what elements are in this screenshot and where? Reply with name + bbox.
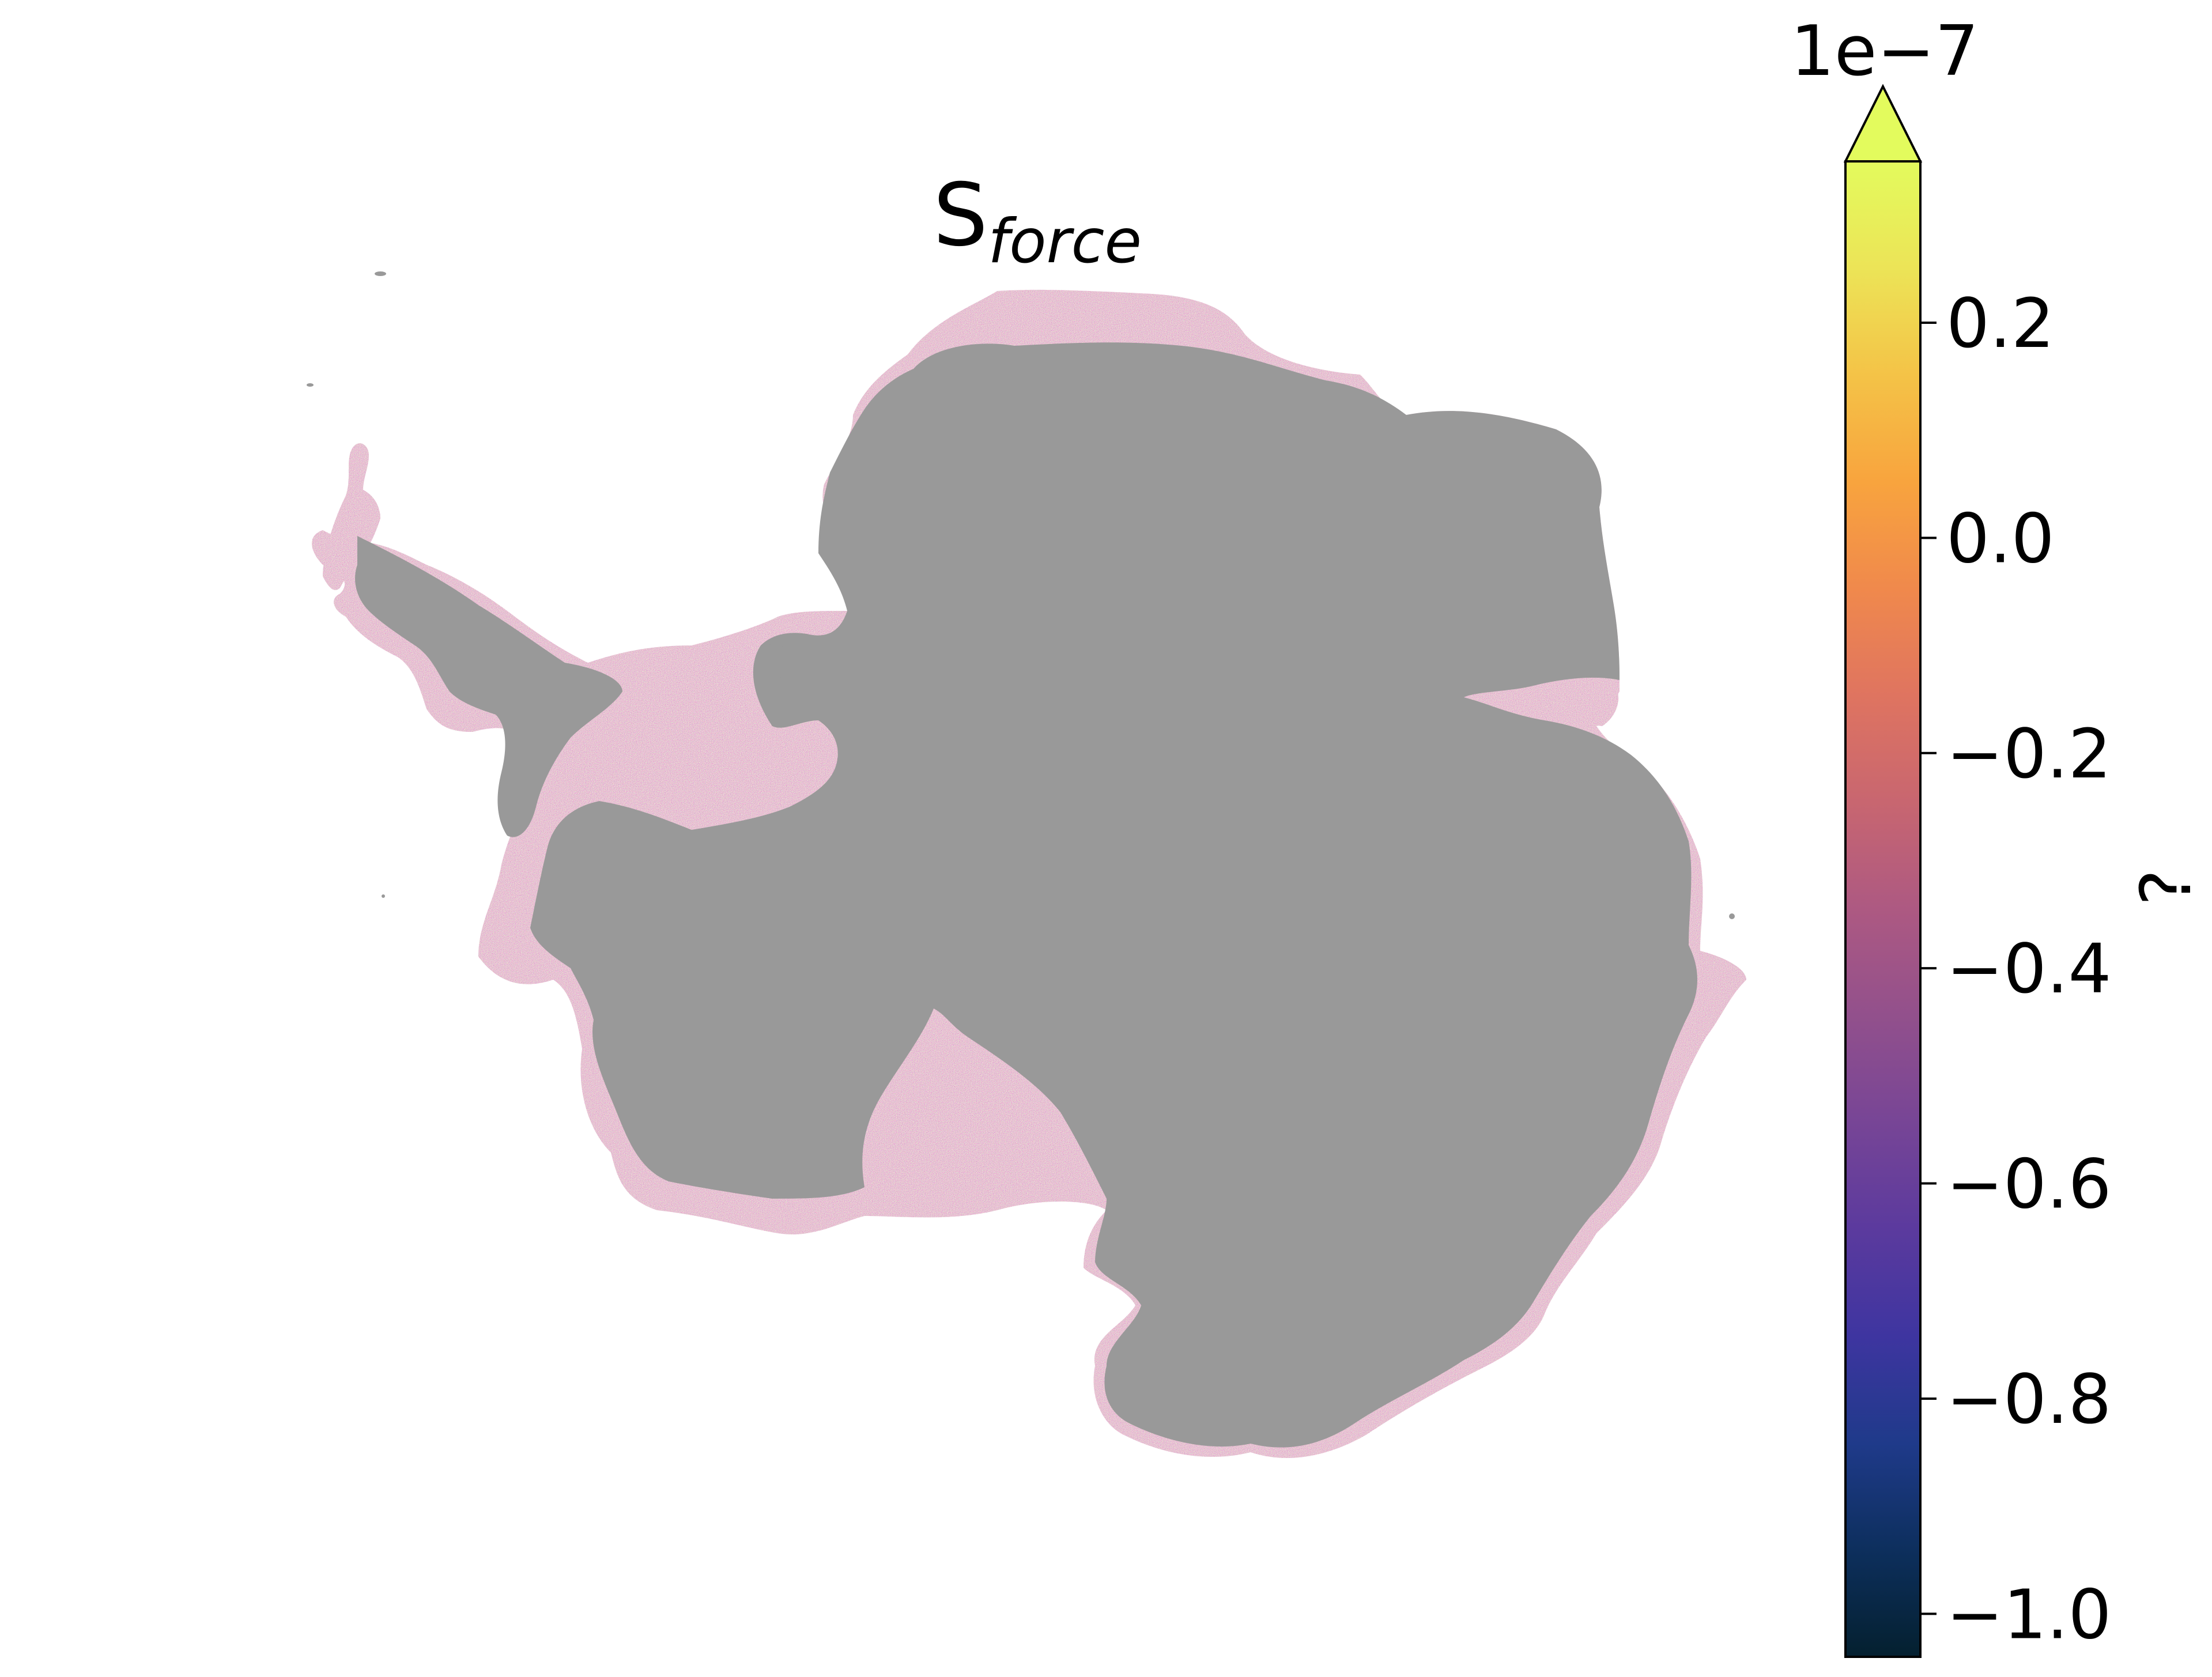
island [382, 894, 385, 898]
title-main: S [933, 165, 988, 266]
antarctica-map [307, 271, 1746, 1458]
colorbar-tick-label: −0.2 [1946, 714, 2112, 794]
title-subscript: force [988, 206, 1142, 277]
colorbar-ticks: −1.0 −0.8 −0.6 −0.4 −0.2 0.0 0.2 [1920, 284, 2112, 1654]
colorbar-tick-label: −0.6 [1946, 1145, 2112, 1224]
chart-title: Sforce [933, 165, 1142, 277]
colorbar-offset-text: 1e−7 [1790, 12, 1979, 92]
island [307, 383, 314, 387]
grounded-ice-mask [307, 271, 1735, 1448]
colorbar-label: ? [2127, 869, 2207, 906]
island [1729, 913, 1735, 919]
peninsula-tip-shelf-region [323, 443, 380, 590]
colorbar-body [1844, 160, 1922, 1658]
colorbar: 1e−7 −1.0 −0.8 −0.6 −0.4 −0.2 0.0 0.2 ? [1790, 12, 2207, 1658]
grounded-ice-sheet [530, 342, 1697, 1448]
colorbar-tick-label: 0.2 [1946, 284, 2055, 363]
ice-rise [763, 644, 801, 678]
colorbar-tick-label: −0.4 [1946, 929, 2112, 1009]
colorbar-extend-arrow [1843, 84, 1923, 163]
peninsula-grounded-ice [355, 536, 622, 837]
colorbar-tick-label: −1.0 [1946, 1574, 2112, 1654]
colorbar-tick-label: −0.8 [1946, 1359, 2112, 1439]
island [375, 271, 386, 276]
colorbar-tick-label: 0.0 [1946, 498, 2055, 578]
